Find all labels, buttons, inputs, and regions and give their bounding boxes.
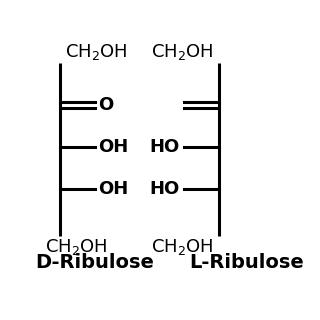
Text: $\mathrm{CH_2OH}$: $\mathrm{CH_2OH}$ [151, 237, 214, 257]
Text: $\mathrm{CH_2OH}$: $\mathrm{CH_2OH}$ [65, 42, 127, 62]
Text: OH: OH [98, 138, 129, 156]
Text: $\mathrm{CH_2OH}$: $\mathrm{CH_2OH}$ [45, 237, 108, 257]
Text: $\mathrm{CH_2OH}$: $\mathrm{CH_2OH}$ [151, 42, 214, 62]
Text: HO: HO [150, 180, 180, 198]
Text: D-Ribulose: D-Ribulose [35, 253, 154, 273]
Text: O: O [98, 96, 114, 114]
Text: OH: OH [98, 180, 129, 198]
Text: HO: HO [150, 138, 180, 156]
Text: L-Ribulose: L-Ribulose [189, 253, 304, 273]
